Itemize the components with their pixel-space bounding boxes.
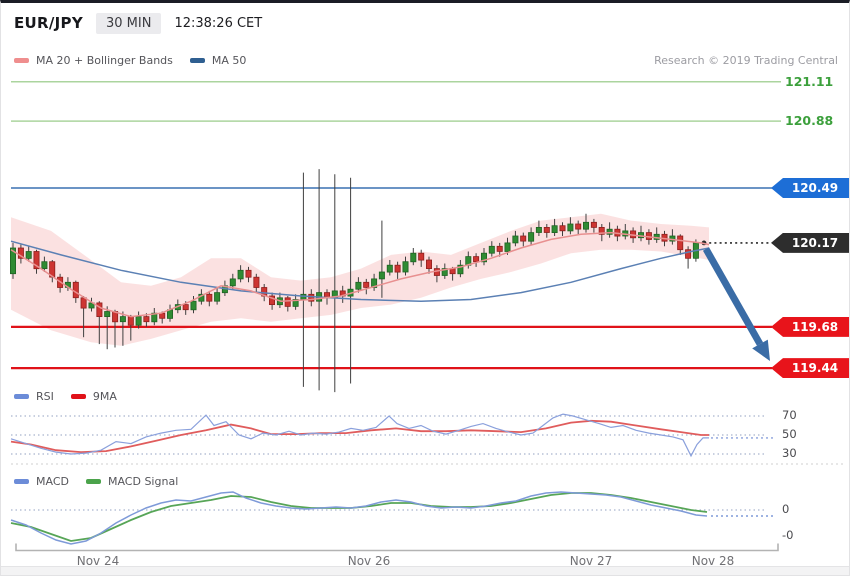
ma50-swatch-icon: [189, 58, 205, 63]
ma20-bollinger-swatch-icon: [14, 58, 29, 63]
main-chart-legend: MA 20 + Bollinger Bands MA 50: [14, 54, 246, 67]
timestamp: 12:38:26 CET: [174, 15, 263, 31]
macd-tick-label: 0: [782, 502, 790, 516]
ma20-line: [10, 231, 710, 318]
x-axis-label: Nov 24: [76, 554, 120, 568]
macd-signal-line: [10, 492, 708, 542]
legend-item-ma20-bollinger: MA 20 + Bollinger Bands: [14, 54, 173, 67]
chart-header: EUR/JPY 30 MIN 12:38:26 CET: [1, 6, 849, 40]
macd-tick-label: -0: [782, 528, 794, 542]
forecast-arrow: [702, 247, 770, 361]
rsi-9ma-line: [10, 419, 709, 454]
x-axis-label: Nov 28: [691, 554, 735, 568]
chart-canvas: [9, 80, 846, 552]
attribution-text: Research © 2019 Trading Central: [654, 54, 838, 67]
last-price-badge: 120.17: [771, 232, 849, 253]
legend-item-macd-signal: MACD Signal: [85, 475, 179, 488]
macd-panel: [10, 491, 773, 545]
macd-signal-swatch-icon: [85, 479, 101, 484]
price-levels-layer: [11, 80, 781, 370]
macd-line: [10, 491, 708, 545]
timeframe-badge: 30 MIN: [96, 12, 162, 34]
9ma-swatch-icon: [70, 394, 86, 399]
rsi-tick-label: 70: [782, 408, 797, 422]
pivot-price-badge: 120.49: [771, 178, 849, 198]
symbol-title: EUR/JPY: [14, 14, 83, 32]
legend-item-rsi: RSI: [14, 390, 54, 403]
macd-legend: MACD MACD Signal: [14, 475, 178, 488]
time-axis: [15, 543, 779, 552]
legend-label: MACD Signal: [107, 475, 179, 488]
moving-averages-layer: [10, 231, 710, 318]
rsi-tick-label: 30: [782, 446, 797, 460]
x-axis-label: Nov 26: [347, 554, 391, 568]
candles-layer: [9, 169, 699, 393]
legend-label: MA 20 + Bollinger Bands: [36, 54, 173, 67]
rsi-legend: RSI 9MA: [14, 390, 117, 403]
legend-label: MA 50: [211, 54, 247, 67]
legend-item-macd: MACD: [14, 475, 69, 488]
rsi-swatch-icon: [14, 394, 29, 399]
legend-item-ma50: MA 50: [189, 54, 247, 67]
rsi-line: [10, 413, 709, 458]
rsi-panel: [10, 413, 846, 465]
ma50-line: [10, 240, 710, 302]
support-price-badge: 119.68: [771, 316, 849, 337]
footer-strip: [1, 566, 849, 575]
legend-label: RSI: [36, 390, 54, 403]
macd-swatch-icon: [14, 479, 29, 484]
support-price-badge: 119.44: [771, 358, 849, 379]
legend-item-9ma: 9MA: [70, 390, 117, 403]
legend-label: 9MA: [92, 390, 117, 403]
x-axis-label: Nov 27: [569, 554, 613, 568]
rsi-tick-label: 50: [782, 427, 797, 441]
resistance-level-label: 120.88: [785, 113, 834, 129]
legend-label: MACD: [36, 475, 69, 488]
resistance-level-label: 121.11: [785, 73, 834, 89]
